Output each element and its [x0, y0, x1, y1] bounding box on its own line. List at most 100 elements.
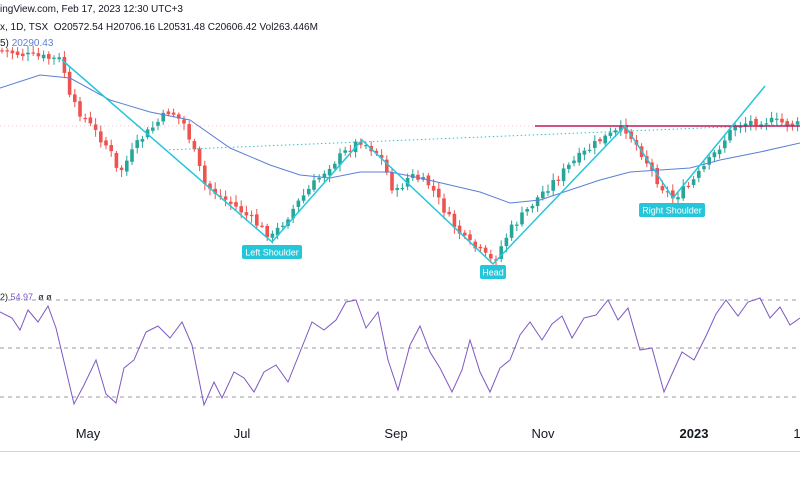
candle-body-61: [317, 177, 321, 180]
candle-body-139: [723, 140, 727, 149]
candle-body-44: [229, 201, 233, 204]
candle-body-36: [187, 124, 191, 140]
candle-body-46: [239, 206, 243, 213]
candle-body-93: [483, 247, 488, 253]
candle-body-1: [5, 50, 9, 52]
candle-body-20: [104, 140, 108, 146]
time-axis-border: [0, 451, 800, 452]
candle-body-15: [78, 101, 82, 117]
candle-body-148: [769, 117, 774, 123]
head-and-shoulders-pattern: [61, 59, 766, 266]
candle-body-25: [130, 149, 134, 162]
candle-body-21: [109, 145, 113, 152]
candle-body-26: [135, 140, 139, 148]
left-shoulder-label: Left Shoulder: [245, 248, 299, 258]
candle-body-55: [286, 219, 290, 226]
candle-body-73: [379, 154, 384, 159]
candle-body-115: [598, 139, 602, 142]
right-shoulder-label: Right Shoulder: [642, 206, 702, 216]
neckline-dotted: [164, 123, 800, 151]
candle-body-43: [223, 196, 228, 200]
candle-body-7: [36, 53, 41, 57]
candle-body-76: [395, 188, 399, 190]
candle-body-145: [754, 118, 758, 126]
candle-body-103: [535, 197, 540, 207]
candle-body-141: [733, 126, 737, 131]
candle-body-2: [10, 50, 15, 54]
label-right-shoulder: Right Shoulder: [639, 203, 705, 217]
candle-body-10: [52, 57, 56, 59]
candle-body-128: [665, 191, 670, 193]
x-tick-may: May: [76, 426, 101, 441]
candle-body-16: [83, 117, 87, 120]
candle-body-84: [437, 188, 441, 198]
candle-body-134: [697, 170, 701, 178]
candle-body-98: [509, 224, 514, 238]
candle-body-64: [333, 163, 337, 169]
candle-body-150: [780, 118, 784, 123]
label-head: Head: [480, 265, 506, 279]
candle-body-33: [171, 112, 176, 115]
candle-body-56: [291, 208, 295, 219]
candle-body-69: [359, 142, 363, 145]
candle-body-106: [551, 180, 555, 191]
candle-body-91: [473, 241, 477, 249]
candle-body-19: [99, 131, 103, 143]
candle-body-37: [192, 141, 197, 150]
candle-body-14: [73, 94, 77, 102]
candle-body-39: [203, 165, 207, 184]
rsi-line: [0, 297, 800, 407]
label-left-shoulder: Left Shoulder: [242, 245, 302, 259]
ohlc-low: L20531.48: [157, 22, 206, 33]
candle-body-86: [447, 211, 451, 215]
candle-body-92: [478, 246, 483, 249]
candle-body-113: [587, 149, 592, 152]
candle-body-13: [67, 71, 72, 95]
candle-body-50: [260, 225, 264, 227]
candle-body-57: [296, 200, 301, 207]
ohlc-high: H20706.16: [106, 22, 155, 33]
x-tick-1: 1: [793, 426, 800, 441]
candle-body-38: [197, 148, 202, 166]
candle-body-63: [327, 168, 332, 176]
candle-body-70: [364, 145, 368, 147]
candle-body-99: [515, 224, 519, 226]
ma-legend: 5) 20290.43: [0, 38, 54, 49]
candle-body-108: [561, 168, 566, 182]
rsi-legend: 2) 54.97 ø ø: [0, 292, 52, 302]
candle-body-12: [62, 56, 67, 73]
candle-body-5: [26, 52, 30, 55]
ohlc-open: O20572.54: [53, 22, 104, 33]
x-tick-jul: Jul: [234, 426, 251, 441]
candle-body-116: [603, 135, 607, 144]
candle-body-96: [499, 246, 503, 259]
candle-body-79: [411, 174, 415, 178]
candle-body-42: [218, 195, 223, 197]
candle-body-45: [234, 202, 238, 207]
candle-body-49: [255, 214, 259, 226]
candle-body-87: [452, 213, 457, 228]
candle-body-131: [681, 186, 685, 199]
candle-body-27: [140, 139, 145, 142]
candle-body-0: [0, 50, 4, 52]
candle-body-34: [177, 114, 181, 119]
candle-body-151: [785, 121, 789, 126]
candle-body-30: [156, 121, 160, 126]
candle-body-138: [717, 149, 722, 155]
symbol-ohlc-legend: x, 1D, TSX O20572.54 H20706.16 L20531.48…: [0, 22, 318, 33]
candle-body-31: [161, 112, 165, 122]
candle-body-144: [749, 120, 753, 126]
candle-body-102: [530, 205, 535, 209]
candle-body-74: [385, 159, 389, 173]
candle-body-35: [182, 119, 186, 124]
candle-body-29: [151, 127, 155, 131]
candle-body-130: [676, 197, 680, 200]
candle-body-6: [31, 52, 35, 54]
candle-body-77: [400, 187, 405, 190]
candle-body-127: [660, 186, 665, 191]
chart-title: ingView.com, Feb 17, 2023 12:30 UTC+3: [0, 4, 183, 15]
candle-body-51: [265, 225, 269, 238]
x-tick-2023: 2023: [680, 426, 709, 441]
